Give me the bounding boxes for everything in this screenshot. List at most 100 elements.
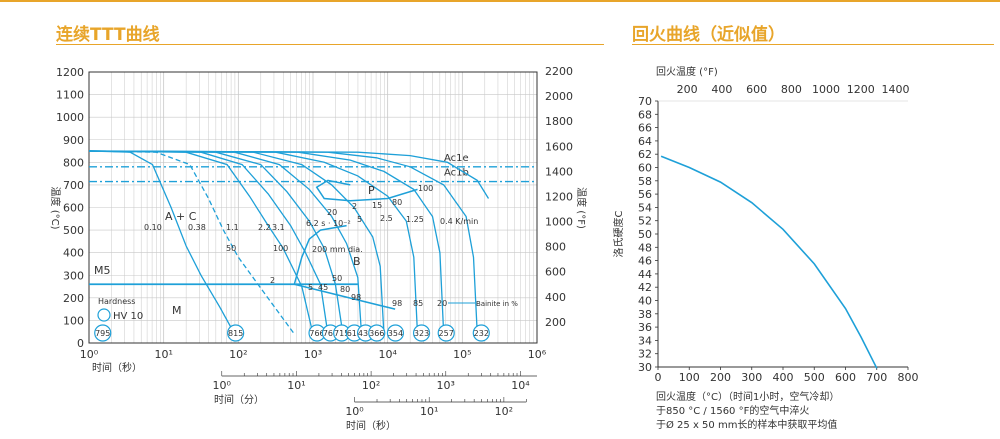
y-tick-label: 800 [63, 156, 84, 169]
hardness-value-circle [227, 324, 245, 342]
hardness-value-circle [472, 324, 490, 342]
x-tick-label: 100 [679, 371, 700, 384]
x-tick-label: 800 [898, 371, 919, 384]
y-right-tick-label: 2200 [545, 65, 573, 78]
cooling-curve [88, 150, 445, 335]
cooling-curve [88, 150, 363, 335]
x-tick-label: 10⁰ [80, 348, 99, 361]
cooling-curve [88, 150, 314, 335]
y-right-tick-label: 800 [545, 241, 566, 254]
cooling-curve [88, 150, 419, 335]
cooling-rate-label: 3.1 [272, 223, 285, 232]
hardness-value-label: 613 [347, 329, 362, 338]
y-tick-label: 1000 [56, 111, 84, 124]
y-tick-label: 60 [638, 162, 652, 175]
tempering-curve [660, 155, 878, 369]
cooling-rate-label: 0.38 [188, 223, 206, 232]
hardness-value-label: 257 [439, 329, 454, 338]
x-tick-label: 500 [804, 371, 825, 384]
cooling-rate-label: 2.2 [258, 223, 271, 232]
y-tick-label: 62 [638, 148, 652, 161]
y-axis-label: 洛氏硬度C [612, 210, 625, 257]
y-tick-label: 100 [63, 314, 84, 327]
y-right-tick-label: 1600 [545, 140, 573, 153]
x-tick-label: 10¹ [287, 379, 305, 392]
ms-label: M5 [94, 264, 111, 277]
cooling-curve [88, 150, 295, 335]
x-top-tick-label: 1400 [882, 83, 910, 96]
x-axis-label: 时间（分） [214, 393, 264, 406]
transformation-label: 50 [332, 274, 342, 283]
chart-note: 于850 °C / 1560 °F的空气中淬火 [656, 404, 809, 417]
x-tick-label: 10² [229, 348, 247, 361]
hardness-value-circle [368, 324, 386, 342]
y-tick-label: 46 [638, 255, 652, 268]
ac-label: Ac1e [444, 153, 469, 164]
y-tick-label: 32 [638, 348, 652, 361]
hardness-value-label: 232 [474, 329, 489, 338]
y-tick-label: 36 [638, 321, 652, 334]
hardness-value-label: 366 [369, 329, 384, 338]
y-tick-label: 50 [638, 228, 652, 241]
hardness-value-label: 766 [323, 329, 338, 338]
transformation-label: 80 [340, 285, 350, 294]
hardness-legend-label: HV 10 [113, 311, 143, 322]
x-tick-label: 0 [655, 371, 662, 384]
y-right-tick-label: 200 [545, 316, 566, 329]
y-right-tick-label: 1800 [545, 115, 573, 128]
transformation-label: 20 [437, 299, 447, 308]
x-tick-label: 10⁴ [511, 379, 530, 392]
hardness-value-label: 354 [388, 329, 403, 338]
y-tick-label: 30 [638, 361, 652, 374]
cooling-rate-label: 200 mm dia. [312, 245, 363, 254]
x-top-tick-label: 800 [781, 83, 802, 96]
cooling-rate-label: 100 [273, 244, 288, 253]
y-tick-label: 300 [63, 269, 84, 282]
y-tick-label: 54 [638, 201, 652, 214]
section-title-tempering: 回火曲线（近似值） [632, 25, 785, 45]
x-top-tick-label: 1000 [812, 83, 840, 96]
y-tick-label: 600 [63, 202, 84, 215]
x-axis-label: 时间（秒） [346, 419, 396, 432]
cooling-curve [88, 150, 385, 335]
transformation-label: 2.5 [380, 214, 393, 223]
x-tick-label: 10⁶ [528, 348, 547, 361]
y-tick-label: 200 [63, 292, 84, 305]
x-tick-label: 10² [495, 405, 513, 418]
x-tick-label: 600 [835, 371, 856, 384]
x-axis-label: 时间（秒） [92, 361, 142, 374]
cooling-rate-label: 0.10 [144, 223, 162, 232]
y-tick-label: 42 [638, 281, 652, 294]
transformation-label: 98 [351, 293, 361, 302]
cooling-rate-label: 1.1 [226, 223, 239, 232]
transformation-label: 5 [308, 283, 313, 292]
x-tick-label: 10³ [437, 379, 455, 392]
y-right-tick-label: 400 [545, 291, 566, 304]
cooling-rate-label: 50 [226, 244, 236, 253]
y-tick-label: 1100 [56, 89, 84, 102]
hardness-value-label: 766 [309, 329, 324, 338]
ac-label: Ac1b [444, 168, 469, 179]
y-right-tick-label: 2000 [545, 90, 573, 103]
transformation-label: 80 [392, 198, 402, 207]
martensite-boundary [294, 283, 396, 310]
x-tick-label: 10¹ [154, 348, 172, 361]
x-top-tick-label: 1200 [847, 83, 875, 96]
x-tick-label: 300 [741, 371, 762, 384]
cooling-curve [88, 150, 344, 335]
region-label: A + C [165, 210, 197, 223]
transformation-label: 2 [352, 202, 357, 211]
y-tick-label: 900 [63, 134, 84, 147]
y-tick-label: 52 [638, 215, 652, 228]
transformation-label: 1.25 [406, 215, 424, 224]
x-tick-label: 10¹ [420, 405, 438, 418]
y-tick-label: 44 [638, 268, 652, 281]
transformation-label: 45 [318, 283, 328, 292]
transformation-label: 5 [357, 215, 362, 224]
transformation-boundary [315, 179, 418, 202]
transformation-label: 2 [270, 276, 275, 285]
y-tick-label: 40 [638, 295, 652, 308]
transformation-label: 15 [372, 201, 382, 210]
y-tick-label: 34 [638, 334, 652, 347]
